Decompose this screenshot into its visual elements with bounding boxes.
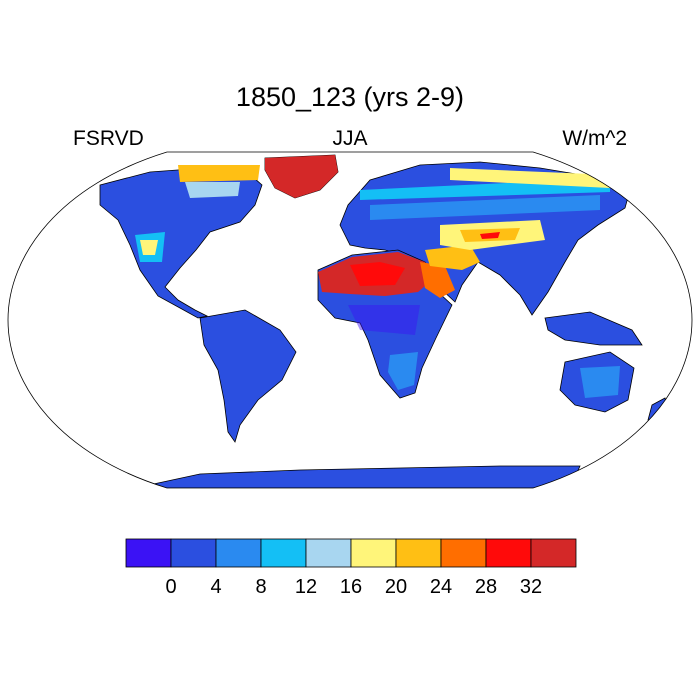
southeast-asia-islands bbox=[544, 311, 643, 346]
season-label: JJA bbox=[332, 127, 368, 150]
map-boundary bbox=[7, 151, 693, 489]
colorbar-box bbox=[350, 538, 397, 568]
colorbar-tick-label: 24 bbox=[430, 576, 452, 598]
colorbar-tick-label: 20 bbox=[385, 576, 407, 598]
colorbar-box bbox=[215, 538, 262, 568]
colorbar-box bbox=[530, 538, 577, 568]
colorbar-tick-label: 8 bbox=[255, 576, 266, 598]
units-label: W/m^2 bbox=[562, 127, 627, 150]
colorbar-box bbox=[260, 538, 307, 568]
colorbar-tick-label: 4 bbox=[210, 576, 221, 598]
plot-title: 1850_123 (yrs 2-9) bbox=[235, 82, 465, 112]
colorbar-tick-label: 12 bbox=[295, 576, 317, 598]
variable-name-label: FSRVD bbox=[73, 127, 144, 150]
map-shading bbox=[135, 155, 620, 398]
colorbar-box bbox=[305, 538, 352, 568]
colorbar-box bbox=[170, 538, 217, 568]
colorbar-tick-label: 16 bbox=[340, 576, 362, 598]
south-america bbox=[199, 309, 297, 443]
colorbar-box bbox=[485, 538, 532, 568]
colorbar-box bbox=[395, 538, 442, 568]
colorbar-tick-label: 0 bbox=[165, 576, 176, 598]
colorbar-box bbox=[440, 538, 487, 568]
colorbar-tick-label: 32 bbox=[520, 576, 542, 598]
colorbar-tick-label: 28 bbox=[475, 576, 497, 598]
colorbar-box bbox=[125, 538, 172, 568]
